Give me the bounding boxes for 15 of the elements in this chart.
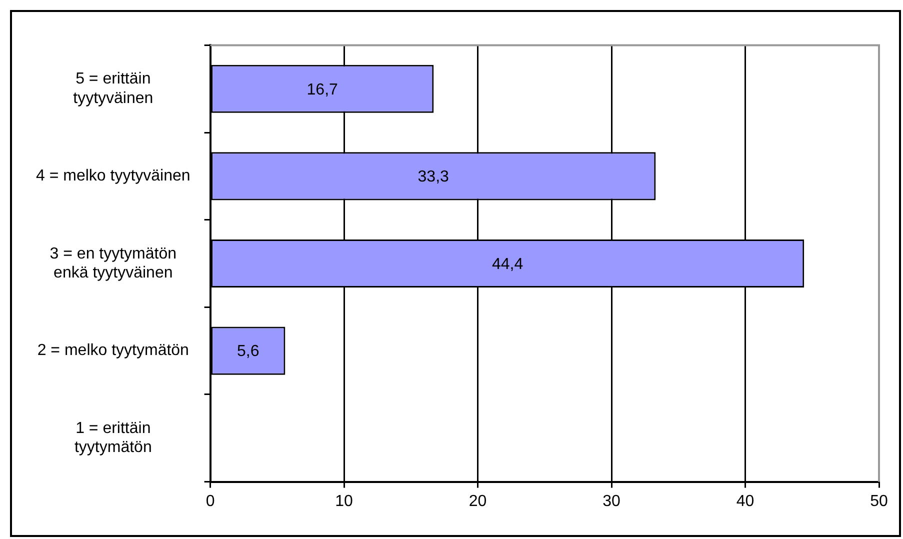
x-tick-label: 0 <box>206 492 215 510</box>
data-label: 33,3 <box>418 168 450 186</box>
data-label: 44,4 <box>492 256 524 273</box>
y-tick-label: 4 = melko tyytyväinen <box>36 168 190 185</box>
x-tick-label: 40 <box>736 492 754 510</box>
data-label: 5,6 <box>236 343 260 360</box>
x-tick-label: 20 <box>468 492 487 510</box>
y-tick-label: 3 = en tyytymätön enkä tyytyväinen <box>50 245 177 282</box>
y-tick-label: 5 = erittäin tyytyväinen <box>73 70 154 107</box>
y-tick-label: 1 = erittäin tyytymätön <box>74 420 152 456</box>
x-tick-label: 30 <box>602 492 621 510</box>
data-label: 16,7 <box>306 81 338 98</box>
x-tick-label: 10 <box>335 492 354 510</box>
x-tick-label: 50 <box>870 492 888 510</box>
y-tick-label: 2 = melko tyytymätön <box>37 342 189 360</box>
